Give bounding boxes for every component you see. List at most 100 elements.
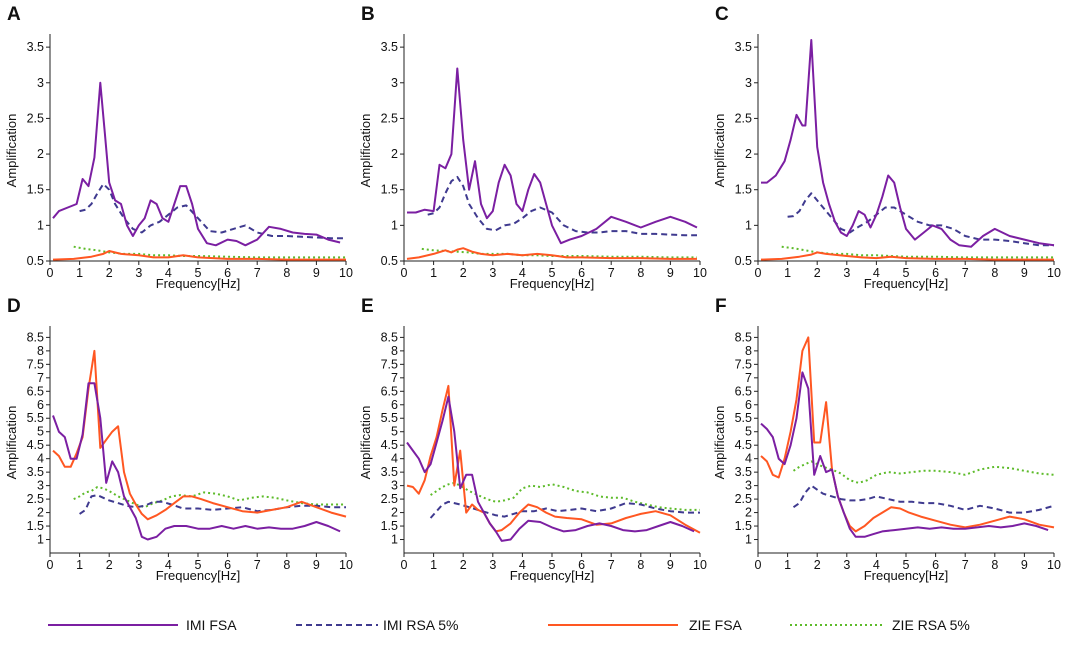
y-tick-label: 1 [37,218,44,232]
y-tick-label: 4.5 [735,438,752,452]
x-tick-label: 10 [339,558,353,572]
y-tick-label: 0.5 [381,254,398,268]
x-tick-label: 3 [489,266,496,280]
panel-letter: F [715,296,727,317]
series-line-imi-rsa-5 [787,192,1054,247]
x-tick-label: 3 [843,266,850,280]
x-tick-label: 7 [608,558,615,572]
series-line-zie-fsa [760,336,1055,533]
series-line-zie-fsa [406,384,701,534]
x-tick-label: 9 [313,266,320,280]
y-tick-label: 3.5 [381,40,398,54]
y-tick-label: 6.5 [735,384,752,398]
y-tick-label: 1.5 [381,183,398,197]
x-tick-label: 5 [549,558,556,572]
y-tick-label: 5 [745,425,752,439]
x-tick-label: 10 [693,266,707,280]
x-tick-label: 4 [873,266,880,280]
x-tick-label: 3 [489,558,496,572]
x-tick-label: 6 [578,266,585,280]
y-tick-label: 3 [391,479,398,493]
x-tick-label: 4 [519,266,526,280]
x-tick-label: 3 [843,558,850,572]
legend-label-imi-fsa: IMI FSA [186,617,237,633]
panel-letter: D [7,296,21,317]
y-tick-label: 3 [745,479,752,493]
legend-label-imi-rsa: IMI RSA 5% [383,617,458,633]
x-tick-label: 6 [932,558,939,572]
panel-b: B Amplification 0.5 1 1.5 2 2.5 3 3.5 0 1 2 3 4 5 6 7 8 9 1… [358,4,707,291]
x-tick-label: 5 [549,266,556,280]
y-tick-label: 8.5 [381,330,398,344]
x-tick-label: 4 [873,558,880,572]
x-axis-title: Frequency[Hz] [864,568,949,583]
y-tick-label: 7.5 [27,357,44,371]
y-tick-label: 5.5 [381,411,398,425]
panel-d: DAmplification11.522.533.544.555.566.577… [4,296,353,583]
x-tick-label: 4 [165,266,172,280]
y-tick-label: 6.5 [27,384,44,398]
series-line-imi-fsa [52,81,341,247]
y-tick-label: 4.5 [381,438,398,452]
y-tick-label: 1 [391,533,398,547]
y-tick-label: 6 [391,398,398,412]
y-tick-label: 3 [391,76,398,90]
series-line-imi-rsa-5 [792,484,1055,514]
y-tick-label: 5.5 [27,411,44,425]
x-tick-label: 8 [637,558,644,572]
x-tick-label: 6 [932,266,939,280]
panel-letter: E [361,296,374,317]
y-tick-label: 7 [391,371,398,385]
y-tick-label: 1 [391,218,398,232]
y-tick-label: 1 [745,218,752,232]
x-tick-label: 0 [755,266,762,280]
series-line-imi-rsa-5 [79,183,346,240]
x-tick-label: 7 [962,266,969,280]
y-tick-label: 2.5 [27,111,44,125]
panel-a: A Amplification 0.5 1 1.5 2 2.5 3 3.5 0 1 2 3 4 5 6 7 8 9 1… [4,4,353,291]
panel-letter: A [7,4,21,25]
y-tick-label: 4.5 [27,438,44,452]
x-tick-label: 5 [903,266,910,280]
panel-f: FAmplification11.522.533.544.555.566.577… [712,296,1061,583]
x-tick-label: 7 [254,558,261,572]
series-line-zie-fsa [406,247,697,260]
y-tick-label: 1.5 [735,183,752,197]
x-tick-label: 1 [76,266,83,280]
y-tick-label: 3.5 [27,465,44,479]
series-line-imi-fsa [407,67,698,245]
series-line-zie-rsa-5 [73,245,346,259]
series-line-imi-fsa [52,382,341,541]
panel-e: EAmplification11.522.533.544.555.566.577… [358,296,707,583]
y-tick-label: 2.5 [381,111,398,125]
x-tick-label: 10 [339,266,353,280]
y-tick-label: 2.5 [735,111,752,125]
x-tick-label: 1 [430,266,437,280]
x-tick-label: 6 [578,558,585,572]
x-tick-label: 1 [430,558,437,572]
x-tick-label: 4 [519,558,526,572]
series-line-zie-rsa-5 [430,481,700,511]
x-tick-label: 6 [224,558,231,572]
legend: IMI FSA IMI RSA 5% ZIE FSA ZIE RSA 5% [48,617,970,633]
x-tick-label: 2 [460,266,467,280]
x-axis-title: Frequency[Hz] [156,276,241,291]
series-line-imi-rsa-5 [427,175,697,237]
y-tick-label: 6.5 [381,384,398,398]
series-line-imi-fsa [760,371,1049,538]
series-line-zie-rsa-5 [781,245,1054,259]
x-tick-label: 1 [784,266,791,280]
x-tick-label: 1 [76,558,83,572]
y-tick-label: 1.5 [735,519,752,533]
y-tick-label: 6 [37,398,44,412]
y-tick-label: 2.5 [381,492,398,506]
panel-c: C Amplification 0.5 1 1.5 2 2.5 3 3.5 0 1 2 3 4 5 6 7 8 9 1… [712,4,1061,291]
x-tick-label: 0 [401,266,408,280]
panel-letter: B [361,4,375,25]
y-tick-label: 0.5 [27,254,44,268]
y-tick-label: 5.5 [735,411,752,425]
y-tick-label: 4 [37,452,44,466]
x-tick-label: 5 [903,558,910,572]
x-tick-label: 5 [195,266,202,280]
